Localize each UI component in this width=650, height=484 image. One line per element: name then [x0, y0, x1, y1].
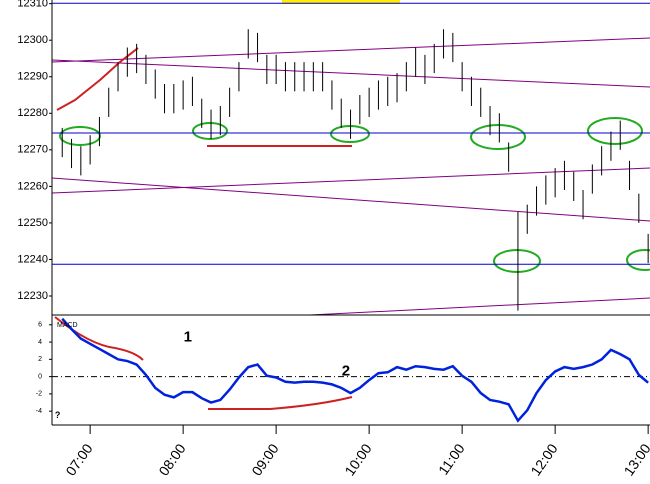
y-tick-label: 2 — [38, 356, 42, 363]
y-tick-label: -2 — [36, 391, 42, 398]
y-tick-label: -4 — [36, 408, 42, 415]
y-tick-label: 12250 — [17, 217, 48, 229]
macd-line — [61, 317, 649, 423]
y-tick-label: 12290 — [17, 71, 48, 83]
annotation: 1 — [184, 329, 192, 346]
y-tick-label: 6 — [38, 322, 42, 329]
series-label: MACD — [57, 322, 78, 329]
y-tick-label: 12270 — [17, 144, 48, 156]
x-tick-label: 13:00 — [620, 441, 650, 479]
x-tick-label: 12:00 — [527, 441, 560, 479]
y-tick-label: 4 — [38, 339, 42, 346]
green-circles — [59, 117, 650, 273]
y-tick-label: 12260 — [17, 180, 48, 192]
red-annotations — [54, 47, 353, 410]
y-tick-label: 0 — [38, 373, 42, 380]
x-tick-label: 11:00 — [435, 440, 468, 477]
x-tick-label: 10:00 — [341, 441, 374, 479]
y-tick-label: 12280 — [17, 107, 48, 119]
x-tick-label: 09:00 — [248, 441, 281, 479]
y-tick-label: 12240 — [17, 253, 48, 265]
x-tick-label: 08:00 — [155, 441, 188, 479]
y-tick-label: 12230 — [17, 290, 48, 302]
highlight-bar — [282, 0, 400, 4]
annotation: ? — [55, 410, 61, 420]
annotation: 2 — [342, 362, 350, 379]
y-tick-label: 12310 — [17, 0, 48, 10]
y-tick-label: 12300 — [17, 34, 48, 46]
trend-lines — [51, 37, 650, 316]
x-tick-label: 07:00 — [62, 441, 95, 479]
